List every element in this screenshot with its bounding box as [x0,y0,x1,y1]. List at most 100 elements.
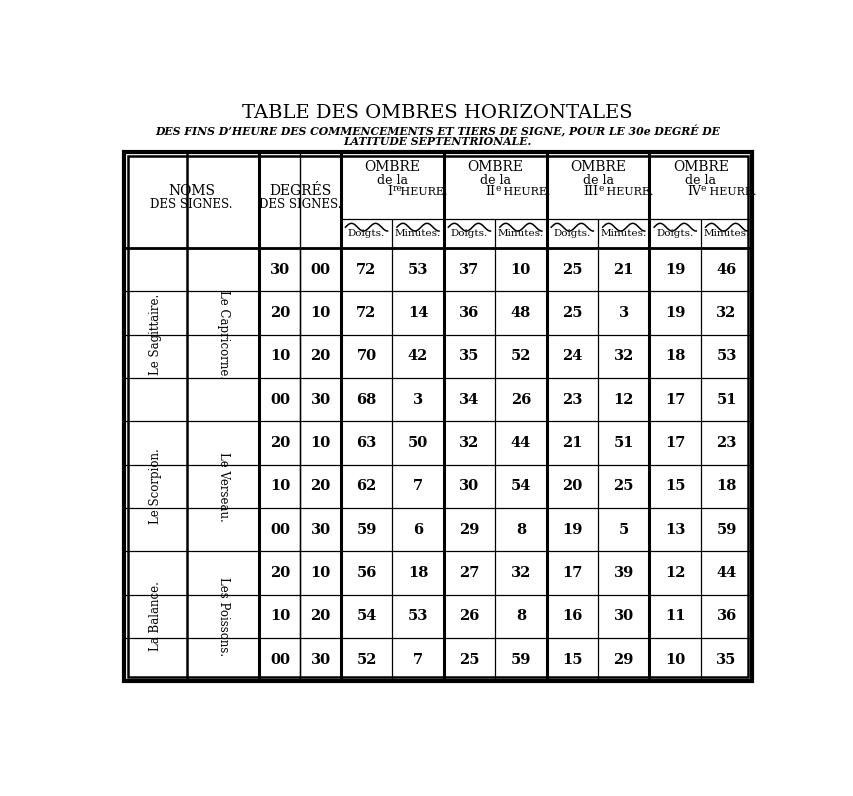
Text: 39: 39 [612,566,633,580]
Text: 32: 32 [510,566,531,580]
Text: DEGRÉS: DEGRÉS [269,184,331,197]
Text: 44: 44 [716,566,736,580]
Text: 23: 23 [561,392,582,407]
Text: 10: 10 [310,436,330,450]
Text: 25: 25 [561,263,582,277]
Text: 44: 44 [510,436,531,450]
Text: 72: 72 [356,263,376,277]
Text: 7: 7 [412,653,422,667]
Text: e: e [495,184,500,193]
Text: Doigts.: Doigts. [553,229,590,238]
Text: 8: 8 [515,610,525,623]
Text: 35: 35 [459,349,479,363]
Text: re: re [392,184,402,193]
Text: OMBRE: OMBRE [672,160,728,174]
Text: 10: 10 [270,349,290,363]
Text: de la: de la [376,174,407,188]
Text: NOMS: NOMS [168,184,215,197]
Text: 13: 13 [664,523,685,537]
Text: HEURE.: HEURE. [602,187,653,197]
Text: 20: 20 [310,479,330,494]
Text: 59: 59 [510,653,531,667]
Text: 17: 17 [561,566,582,580]
Text: 56: 56 [356,566,376,580]
Text: 26: 26 [459,610,479,623]
Bar [128,156,746,677]
Text: 53: 53 [407,610,427,623]
Text: 19: 19 [664,263,685,277]
Text: 21: 21 [612,263,633,277]
Text: DES FINS D’HEURE DES COMMENCEMENTS ET TIERS DE SIGNE, POUR LE 30e DEGRÉ DE: DES FINS D’HEURE DES COMMENCEMENTS ET TI… [155,125,719,137]
Text: 10: 10 [270,479,290,494]
Text: 10: 10 [664,653,684,667]
Text: 8: 8 [515,523,525,537]
Text: 26: 26 [510,392,531,407]
Text: 32: 32 [612,349,633,363]
Text: I: I [386,185,392,198]
Text: 51: 51 [612,436,633,450]
Text: 17: 17 [664,436,685,450]
Text: HEURE.: HEURE. [499,187,549,197]
Text: 15: 15 [664,479,685,494]
Text: 00: 00 [310,263,330,277]
Text: 27: 27 [459,566,479,580]
Text: DES SIGNES.: DES SIGNES. [150,198,233,211]
Text: HEURE.: HEURE. [397,187,447,197]
Text: Les Poissons.: Les Poissons. [217,577,229,656]
Text: Minutes.: Minutes. [394,229,440,238]
Text: 10: 10 [510,263,531,277]
Text: 24: 24 [561,349,582,363]
Text: 19: 19 [561,523,582,537]
Text: Doigts.: Doigts. [656,229,693,238]
Text: 30: 30 [310,523,330,537]
Text: Minutes.: Minutes. [600,229,646,238]
Text: 68: 68 [356,392,376,407]
Text: 6: 6 [412,523,422,537]
Text: e: e [700,184,705,193]
Text: 19: 19 [664,306,685,320]
Text: 35: 35 [716,653,736,667]
Text: 20: 20 [270,306,290,320]
Text: e: e [597,184,603,193]
Text: LATITUDE SEPTENTRIONALE.: LATITUDE SEPTENTRIONALE. [343,136,531,147]
Text: 12: 12 [612,392,633,407]
Text: 15: 15 [561,653,582,667]
Text: 53: 53 [716,349,736,363]
Text: DES SIGNES.: DES SIGNES. [258,198,341,211]
Text: OMBRE: OMBRE [569,160,625,174]
Text: 30: 30 [459,479,479,494]
Text: 30: 30 [613,610,633,623]
Text: 7: 7 [412,479,422,494]
Text: 20: 20 [310,610,330,623]
Text: 18: 18 [407,566,427,580]
Text: 10: 10 [270,610,290,623]
Text: Le Capricorne.: Le Capricorne. [217,290,229,379]
Text: 37: 37 [459,263,479,277]
Text: 34: 34 [459,392,479,407]
Text: 54: 54 [356,610,376,623]
Text: OMBRE: OMBRE [467,160,523,174]
Text: 00: 00 [270,523,290,537]
Text: 17: 17 [664,392,685,407]
Text: 29: 29 [459,523,479,537]
Text: 18: 18 [716,479,736,494]
Text: de la: de la [582,174,612,188]
Text: 20: 20 [270,566,290,580]
Text: OMBRE: OMBRE [364,160,420,174]
Text: 29: 29 [612,653,633,667]
Text: 50: 50 [408,436,427,450]
Text: 42: 42 [407,349,427,363]
Text: Le Verseau.: Le Verseau. [217,451,229,521]
Text: 23: 23 [716,436,736,450]
Text: III: III [583,185,597,198]
Text: 00: 00 [270,653,290,667]
Text: de la: de la [479,174,510,188]
Text: 48: 48 [510,306,531,320]
Text: 20: 20 [270,436,290,450]
Text: 32: 32 [459,436,479,450]
Text: 30: 30 [310,653,330,667]
Text: 21: 21 [561,436,582,450]
Text: 00: 00 [270,392,290,407]
Text: 5: 5 [618,523,628,537]
Text: 52: 52 [356,653,376,667]
